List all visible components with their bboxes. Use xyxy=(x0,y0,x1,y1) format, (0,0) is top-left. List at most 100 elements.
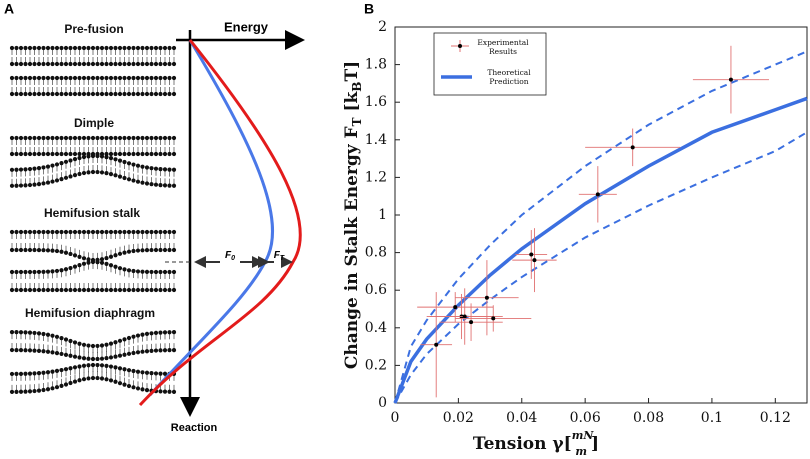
lipid-head xyxy=(23,287,28,293)
lipid-head xyxy=(18,330,24,335)
lipid-head xyxy=(54,91,60,97)
lipid-head xyxy=(41,349,46,354)
lipid-head xyxy=(117,353,123,358)
lipid-head xyxy=(27,135,33,141)
lipid-head xyxy=(117,158,123,163)
lipid-head xyxy=(135,151,141,157)
lipid-head xyxy=(36,135,42,141)
x-tick-label: 0.1 xyxy=(701,410,723,426)
lipid-head xyxy=(108,75,114,81)
lipid-head xyxy=(81,342,87,347)
lipid-head xyxy=(81,287,87,293)
lipid-head xyxy=(54,334,60,339)
lipid-head xyxy=(68,91,73,97)
lipid-head xyxy=(77,341,82,346)
theory-bound xyxy=(394,50,808,404)
x-tick-label: 0.08 xyxy=(633,410,664,426)
lipid-head xyxy=(117,338,123,343)
y-tick-label: 0 xyxy=(378,395,387,411)
lipid-head xyxy=(86,61,91,67)
lipid-head xyxy=(140,248,145,253)
lipid-head xyxy=(144,45,150,51)
lipid-head xyxy=(158,371,163,376)
lipid-head xyxy=(72,287,78,293)
lipid-head xyxy=(135,91,141,97)
lipid-head xyxy=(90,356,96,362)
lipid-head xyxy=(63,175,69,180)
lipid-head xyxy=(153,182,159,187)
lipid-head xyxy=(14,91,19,97)
lipid-head xyxy=(77,155,82,161)
lipid-head xyxy=(59,336,64,341)
lipid-head xyxy=(45,91,51,97)
lipid-head xyxy=(41,61,46,67)
lipid-head xyxy=(14,61,19,67)
lipid-head xyxy=(72,365,78,370)
lipid-head xyxy=(122,352,127,357)
lipid-head xyxy=(99,363,105,368)
data-point xyxy=(532,258,537,263)
lipid-head xyxy=(104,356,109,361)
lipid-head xyxy=(149,247,154,253)
lipid-head xyxy=(117,229,123,235)
lipid-head xyxy=(113,157,118,162)
lipid-head xyxy=(104,155,109,160)
lipid-head xyxy=(117,174,123,179)
lipid-head xyxy=(162,45,168,51)
lipid-head xyxy=(63,382,69,387)
lipid-head xyxy=(122,250,127,255)
lipid-head xyxy=(104,91,109,97)
lipid-head xyxy=(171,61,177,67)
lipid-head xyxy=(99,229,105,235)
lipid-head xyxy=(86,154,91,159)
lipid-head xyxy=(32,91,37,97)
lipid-head xyxy=(41,287,46,293)
lipid-head xyxy=(77,151,82,157)
lipid-head xyxy=(23,348,28,353)
lipid-head xyxy=(90,229,96,235)
lipid-head xyxy=(122,229,127,235)
lipid-head xyxy=(144,151,150,157)
lipid-head xyxy=(167,75,172,81)
lipid-head xyxy=(41,269,46,274)
lipid-head xyxy=(72,173,78,178)
lipid-head xyxy=(153,348,159,353)
lipid-head xyxy=(171,247,177,253)
lipid-head xyxy=(32,269,37,275)
lipid-head xyxy=(36,287,42,293)
lipid-head xyxy=(113,354,118,359)
lipid-head xyxy=(18,61,24,67)
lipid-head xyxy=(144,331,150,336)
lipid-head xyxy=(9,229,15,235)
lipid-head xyxy=(95,169,100,175)
theory-bound xyxy=(394,131,808,404)
lipid-head xyxy=(153,247,159,253)
lipid-head xyxy=(32,247,37,253)
y-axis-label: Change in Stalk Energy FT [kBT] xyxy=(342,61,364,369)
lipid-head xyxy=(54,385,60,390)
lipid-head xyxy=(9,329,15,335)
lipid-head xyxy=(144,75,150,81)
lipid-head xyxy=(90,375,96,381)
lipid-head xyxy=(126,61,132,67)
lipid-head xyxy=(149,61,154,67)
data-point xyxy=(434,342,439,347)
lipid-head xyxy=(45,164,51,169)
lipid-head xyxy=(41,387,46,393)
lipid-head xyxy=(59,287,64,293)
lipid-head xyxy=(108,135,114,141)
lipid-head xyxy=(140,229,145,235)
lipid-head xyxy=(126,177,132,182)
lipid-head xyxy=(14,287,19,293)
lipid-head xyxy=(68,366,73,371)
lipid-head xyxy=(144,370,150,375)
lipid-head xyxy=(113,45,118,51)
lipid-head xyxy=(144,269,150,274)
lipid-head xyxy=(167,183,172,188)
lipid-head xyxy=(36,45,42,51)
x-tick-label: 0.04 xyxy=(506,410,537,426)
lipid-head xyxy=(104,287,109,293)
lipid-head xyxy=(122,267,127,272)
lipid-head xyxy=(50,179,55,184)
lipid-head xyxy=(113,151,118,157)
